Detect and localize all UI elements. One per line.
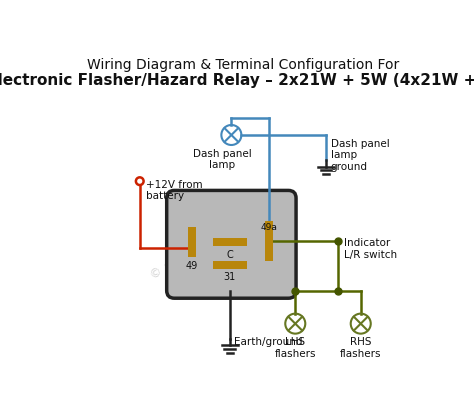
Bar — [213, 238, 247, 246]
Text: © 2013 12 Volt Planet Ltd: © 2013 12 Volt Planet Ltd — [148, 212, 296, 282]
Text: RHS
flashers: RHS flashers — [340, 337, 382, 359]
Text: C: C — [227, 251, 233, 261]
Text: Dash panel
lamp
ground: Dash panel lamp ground — [331, 139, 390, 172]
Text: Dash panel
lamp: Dash panel lamp — [193, 149, 252, 171]
Text: LHS
flashers: LHS flashers — [274, 337, 316, 359]
Text: 12V Electronic Flasher/Hazard Relay – 2x21W + 5W (4x21W + 2x5W): 12V Electronic Flasher/Hazard Relay – 2x… — [0, 73, 474, 88]
Text: Earth/ground: Earth/ground — [234, 337, 302, 347]
Text: +12V from
battery: +12V from battery — [146, 180, 202, 201]
Bar — [265, 221, 273, 261]
Bar — [213, 261, 247, 269]
Text: Indicator
L/R switch: Indicator L/R switch — [344, 238, 397, 260]
Text: 49: 49 — [186, 261, 198, 271]
Text: 31: 31 — [224, 272, 236, 282]
Bar — [188, 228, 196, 257]
Text: Wiring Diagram & Terminal Configuration For: Wiring Diagram & Terminal Configuration … — [87, 58, 399, 72]
FancyBboxPatch shape — [167, 190, 296, 298]
Text: 49a: 49a — [261, 223, 278, 232]
